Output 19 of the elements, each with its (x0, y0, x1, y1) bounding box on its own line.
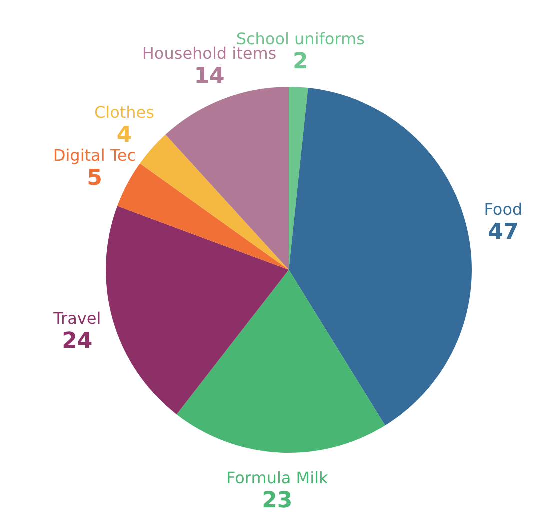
pie-slice (106, 206, 289, 415)
slice-label: Formula Milk (226, 468, 329, 488)
slice-label: Food (484, 200, 523, 220)
pie-slice (176, 270, 386, 453)
data-label: 23 (262, 488, 293, 514)
slice-label: Digital Tec (53, 146, 136, 165)
data-label: 5 (87, 166, 102, 191)
pie-slice (140, 134, 289, 270)
slice-label: Travel (52, 309, 102, 328)
data-label: 47 (488, 220, 519, 246)
pie-slice (289, 88, 472, 426)
pie-slice (289, 87, 308, 270)
pie-slice (166, 87, 289, 270)
data-label: 24 (62, 329, 93, 354)
slice-label: Clothes (94, 102, 154, 122)
data-label: 2 (292, 49, 308, 74)
data-label: 14 (194, 64, 225, 89)
data-label: 4 (116, 122, 132, 148)
pie-slice (118, 164, 289, 270)
